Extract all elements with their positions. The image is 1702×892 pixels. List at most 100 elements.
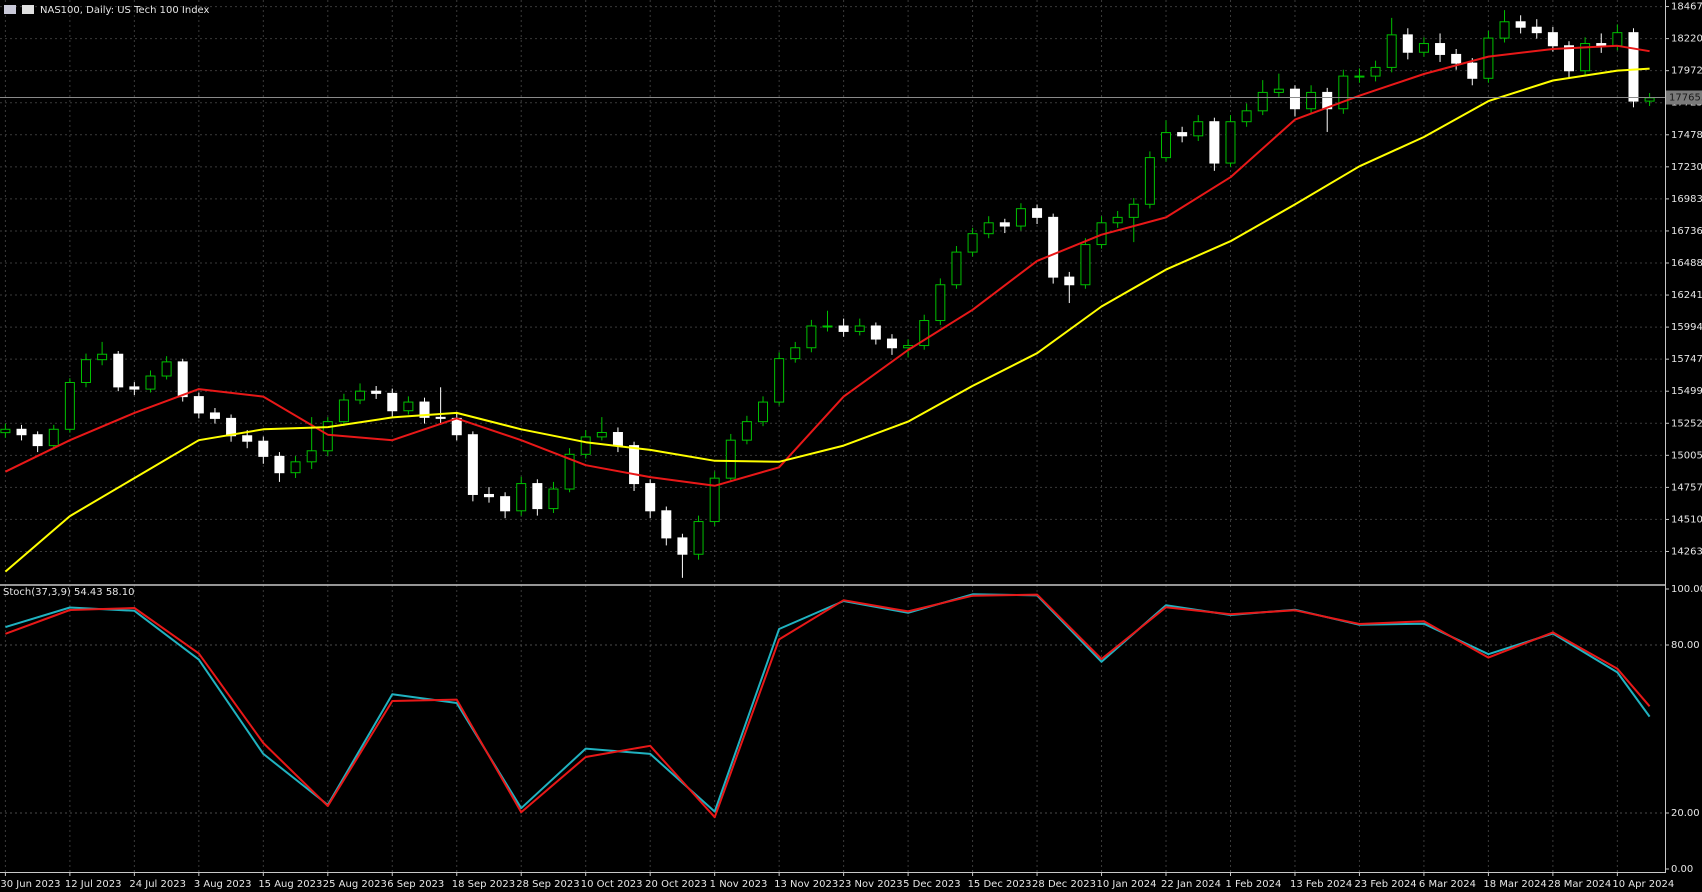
y-tick-label: 80.00: [1671, 640, 1700, 651]
y-tick-label: 17478.1: [1671, 130, 1702, 141]
candle-body: [161, 361, 172, 377]
candle-body: [209, 412, 220, 419]
candle-body: [371, 390, 382, 394]
candle-body: [1161, 132, 1172, 159]
candle-body: [1128, 203, 1139, 218]
indicator-line: [5, 593, 1651, 819]
plot: [0, 10, 1665, 819]
x-tick-label: 18 Mar 2024: [1483, 879, 1546, 890]
candle-body: [1499, 21, 1510, 39]
candle-body: [419, 401, 430, 418]
y-tick-label: 16488.9: [1671, 258, 1702, 269]
x-tick-label: 10 Apr 2024: [1612, 879, 1674, 890]
candle-body: [129, 386, 140, 390]
x-tick-label: 28 Mar 2024: [1548, 879, 1611, 890]
candle-body: [16, 428, 27, 436]
candle-body: [935, 284, 946, 322]
menu-icon[interactable]: [4, 5, 16, 14]
candle-body: [355, 390, 366, 401]
candle-body: [596, 432, 607, 438]
x-tick-label: 6 Mar 2024: [1419, 879, 1476, 890]
candle-body: [338, 399, 349, 423]
candle-body: [226, 417, 237, 437]
y-tick-label: 18467.3: [1671, 2, 1702, 13]
candle-body: [806, 325, 817, 349]
candle-body: [645, 483, 656, 512]
indicator-title: Stoch(37,3,9) 54.43 58.10: [3, 587, 134, 598]
x-tick-label: 28 Dec 2023: [1032, 879, 1096, 890]
y-tick-label: 18220.0: [1671, 34, 1702, 45]
y-tick-label: 16241.6: [1671, 290, 1702, 301]
x-tick-label: 10 Jan 2024: [1097, 879, 1157, 890]
y-tick-label: 15994.3: [1671, 322, 1702, 333]
candle-body: [1015, 208, 1026, 227]
candle-body: [741, 421, 752, 441]
y-tick-label: 17972.7: [1671, 66, 1702, 77]
x-tick-label: 30 Jun 2023: [0, 879, 60, 890]
candle-body: [580, 436, 591, 455]
y-tick-label: 15005.1: [1671, 450, 1702, 461]
candle-body: [64, 381, 75, 430]
x-tick-label: 23 Feb 2024: [1354, 879, 1416, 890]
candle-body: [1177, 132, 1188, 137]
y-tick-label: 15747.0: [1671, 354, 1702, 365]
candle-body: [193, 396, 204, 414]
candle-body: [274, 455, 285, 474]
candle-body: [854, 325, 865, 332]
candle-body: [1564, 45, 1575, 72]
candle-body: [80, 359, 91, 383]
y-tick-label: 14757.8: [1671, 482, 1702, 493]
grid: [0, 0, 1665, 872]
candle-body: [919, 320, 930, 347]
candle-body: [1402, 34, 1413, 53]
candle-body: [983, 222, 994, 235]
candle-body: [1580, 43, 1591, 72]
y-tick-label: 14510.5: [1671, 514, 1702, 525]
candle-body: [403, 401, 414, 412]
y-tick-label: 100.00: [1671, 584, 1702, 595]
candle-body: [629, 445, 640, 485]
candle-body: [97, 353, 108, 361]
y-tick-label: 0.00: [1671, 864, 1693, 875]
x-tick-label: 15 Dec 2023: [968, 879, 1032, 890]
candle-body: [1064, 276, 1075, 286]
x-tick-label: 23 Nov 2023: [839, 879, 903, 890]
candle-body: [1451, 53, 1462, 64]
y-tick-label: 16736.2: [1671, 226, 1702, 237]
y-tick-label: 20.00: [1671, 808, 1700, 819]
candle-body: [951, 251, 962, 286]
y-tick-label: 15252.4: [1671, 418, 1702, 429]
candle-body: [1531, 26, 1542, 34]
candle-body: [677, 537, 688, 555]
candle-body: [1241, 110, 1252, 123]
candle-body: [1515, 21, 1526, 28]
candle-body: [758, 401, 769, 423]
candle-body: [1435, 43, 1446, 55]
chart-icon[interactable]: [22, 5, 34, 14]
x-tick-label: 28 Sep 2023: [516, 879, 579, 890]
candle-body: [435, 416, 446, 419]
y-tick-label: 15499.7: [1671, 386, 1702, 397]
x-tick-label: 12 Jul 2023: [65, 879, 122, 890]
candle-body: [145, 375, 156, 390]
candle-body: [548, 488, 559, 510]
candle-body: [967, 233, 978, 253]
candle-body: [1273, 88, 1284, 93]
candle-body: [1370, 66, 1381, 77]
candle-body: [1193, 121, 1204, 137]
chart-title: NAS100, Daily: US Tech 100 Index: [40, 5, 210, 16]
candle-body: [661, 510, 672, 539]
candle-body: [0, 428, 11, 434]
x-tick-label: 18 Sep 2023: [452, 879, 515, 890]
candle-body: [1338, 75, 1349, 110]
candle-body: [1644, 97, 1655, 102]
candle-body: [1289, 88, 1300, 110]
x-tick-label: 10 Oct 2023: [581, 879, 643, 890]
x-tick-label: 6 Sep 2023: [387, 879, 444, 890]
x-tick-label: 25 Aug 2023: [323, 879, 387, 890]
indicator-line: [4, 67, 1650, 573]
x-tick-label: 24 Jul 2023: [129, 879, 186, 890]
candle-body: [1354, 75, 1365, 78]
